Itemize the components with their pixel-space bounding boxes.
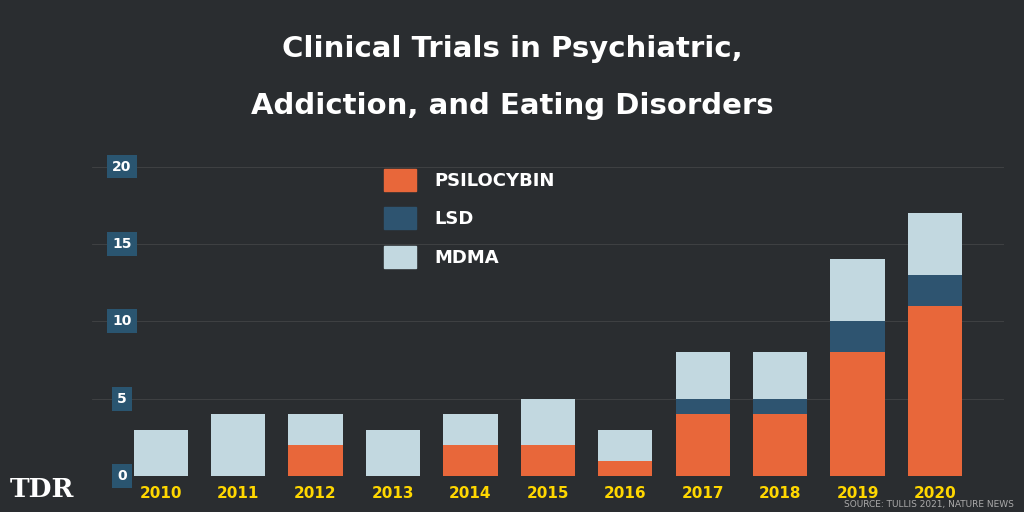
Bar bbox=[443, 414, 498, 445]
Bar bbox=[830, 352, 885, 476]
Bar bbox=[521, 445, 574, 476]
Bar bbox=[598, 461, 652, 476]
Text: 5: 5 bbox=[117, 392, 127, 406]
Bar bbox=[753, 414, 807, 476]
Bar bbox=[289, 445, 343, 476]
Bar bbox=[830, 322, 885, 352]
Bar bbox=[753, 399, 807, 414]
Text: 20: 20 bbox=[113, 160, 132, 174]
Bar bbox=[289, 414, 343, 445]
Bar bbox=[598, 430, 652, 461]
Text: 10: 10 bbox=[113, 314, 132, 328]
Text: 0: 0 bbox=[117, 469, 127, 483]
Bar bbox=[676, 352, 730, 399]
Bar bbox=[908, 275, 963, 306]
Bar bbox=[133, 430, 187, 476]
Bar bbox=[521, 399, 574, 445]
Text: TDR: TDR bbox=[10, 477, 75, 502]
Bar bbox=[908, 306, 963, 476]
Legend: PSILOCYBIN, LSD, MDMA: PSILOCYBIN, LSD, MDMA bbox=[375, 160, 563, 276]
Bar bbox=[676, 399, 730, 414]
Text: 15: 15 bbox=[113, 237, 132, 251]
Bar bbox=[211, 414, 265, 476]
Bar bbox=[676, 414, 730, 476]
Text: SOURCE: TULLIS 2021, NATURE NEWS: SOURCE: TULLIS 2021, NATURE NEWS bbox=[844, 500, 1014, 509]
Text: Clinical Trials in Psychiatric,: Clinical Trials in Psychiatric, bbox=[282, 35, 742, 63]
Bar bbox=[908, 213, 963, 275]
Text: Addiction, and Eating Disorders: Addiction, and Eating Disorders bbox=[251, 92, 773, 120]
Bar bbox=[753, 352, 807, 399]
Bar bbox=[443, 445, 498, 476]
Bar bbox=[830, 260, 885, 322]
Bar bbox=[366, 430, 420, 476]
